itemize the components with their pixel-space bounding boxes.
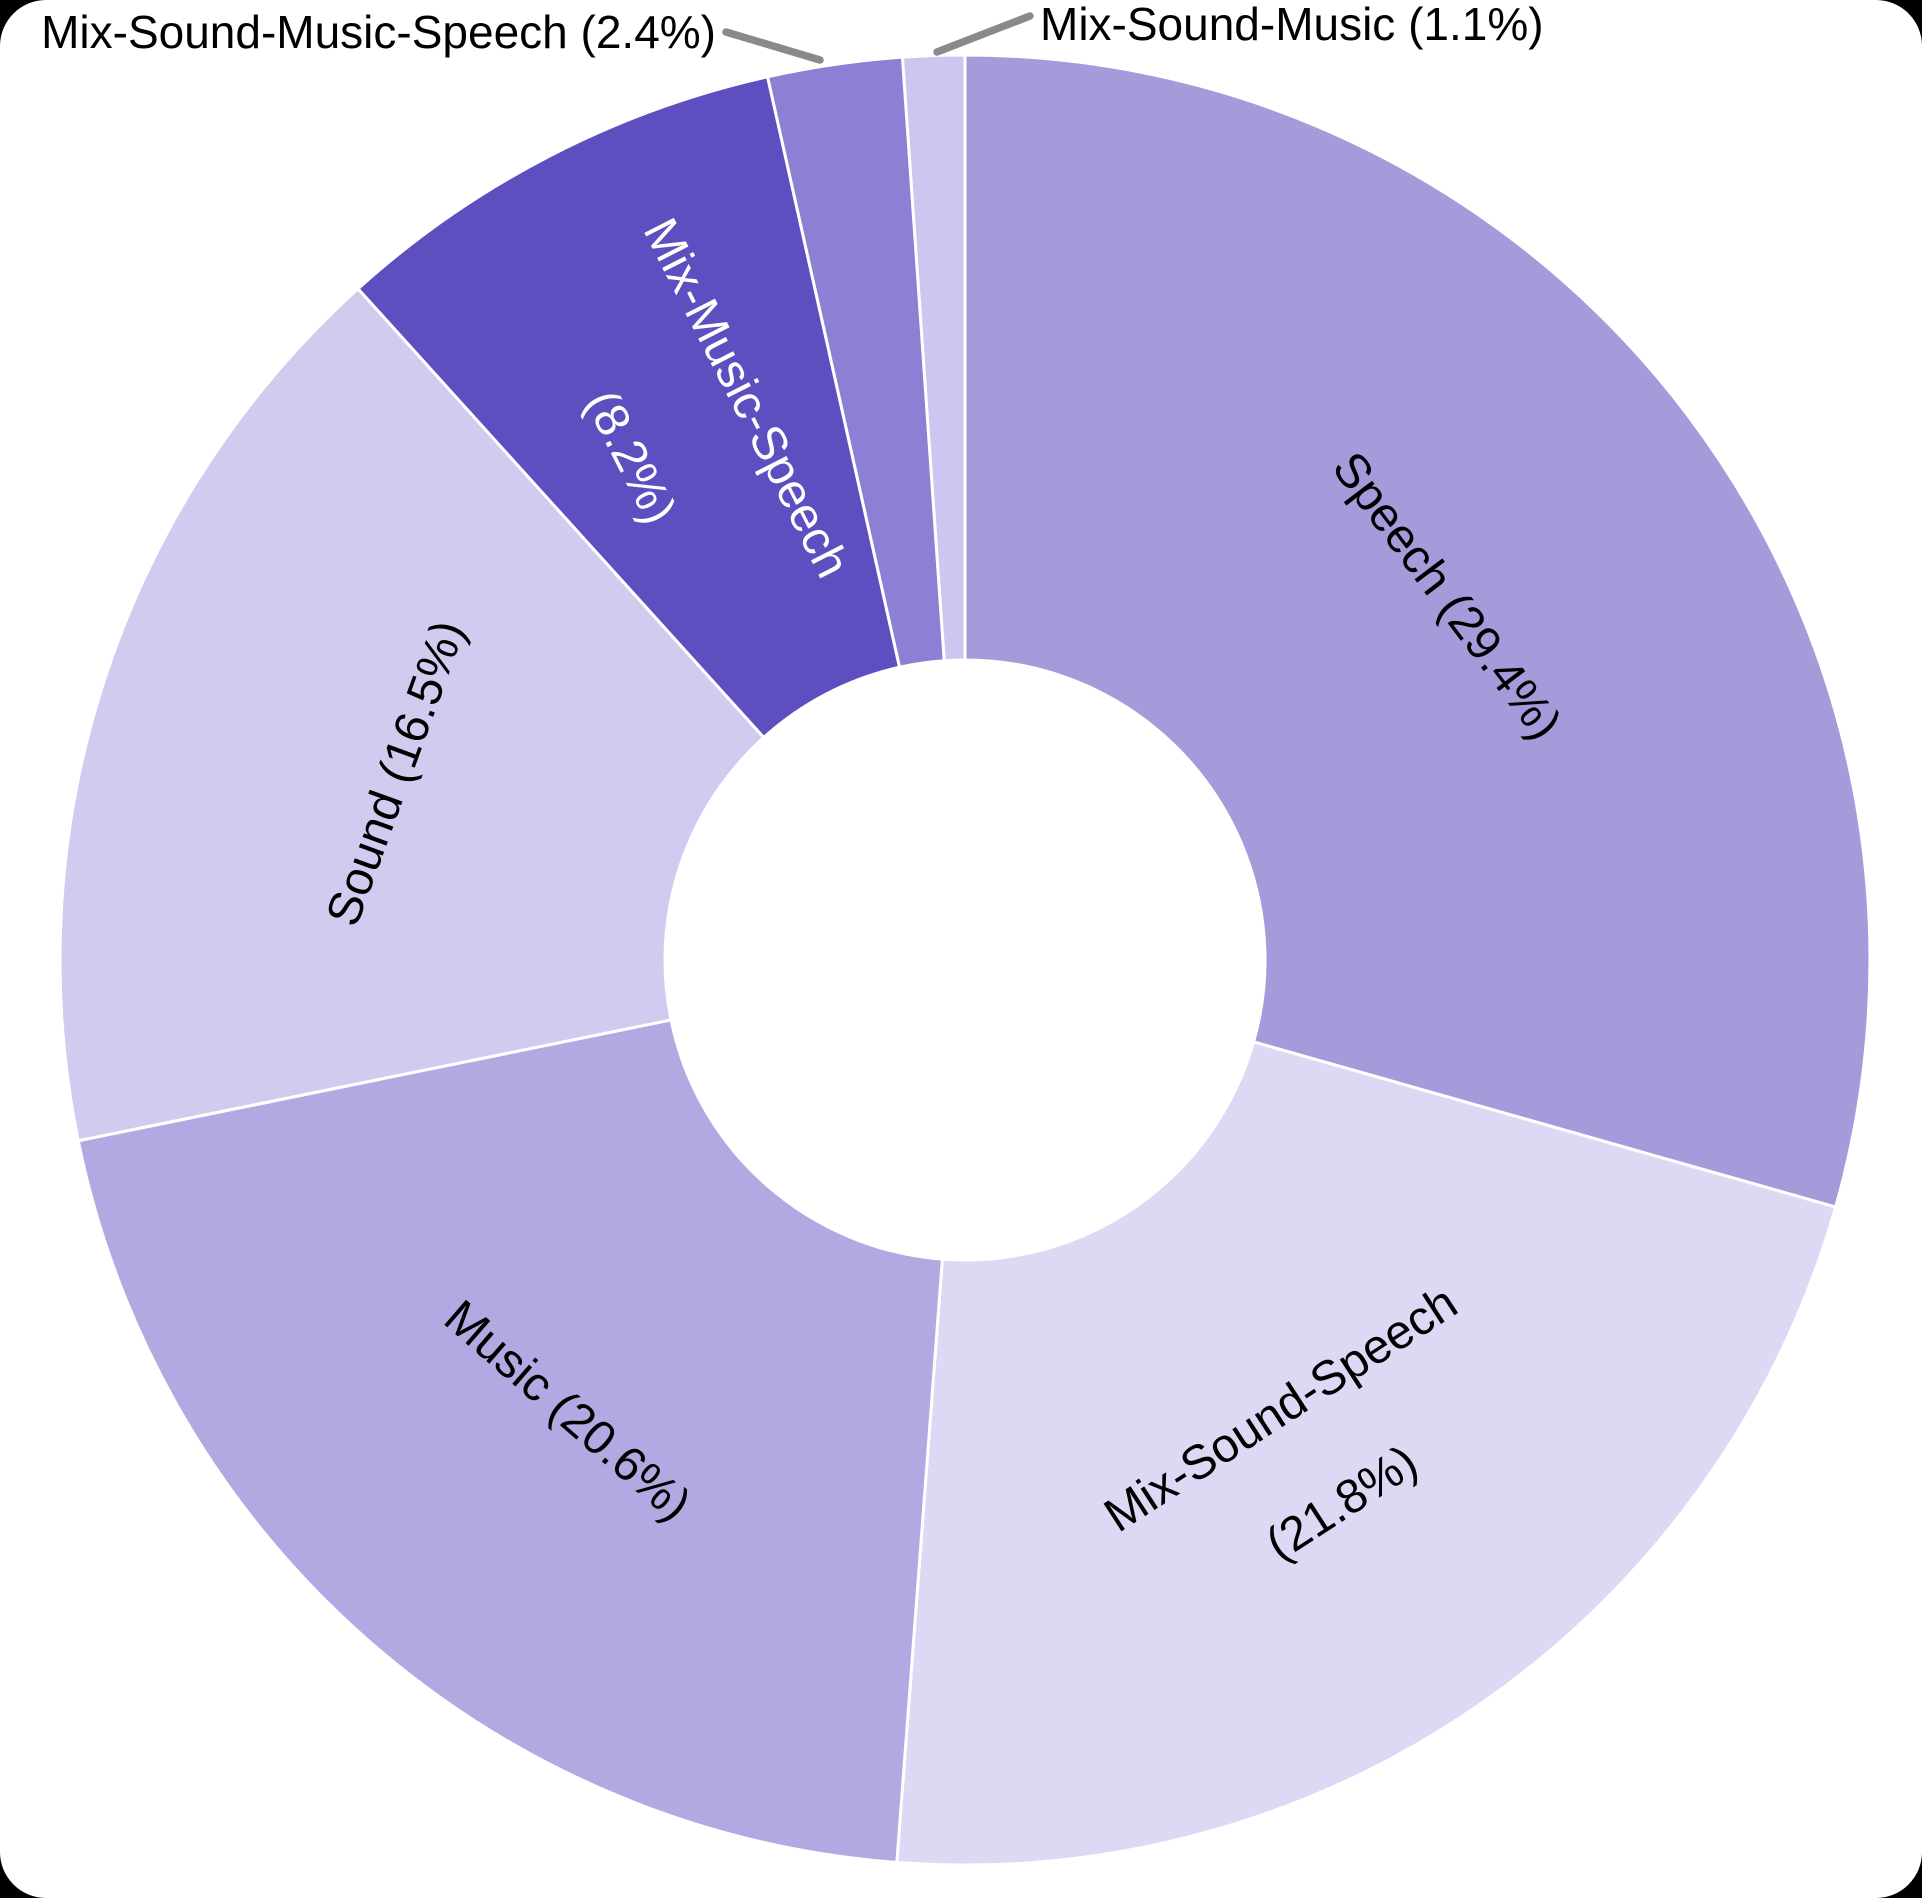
slice-mix-sound-music: [901, 53, 967, 663]
callout-line-mix-sound-music-speech: [722, 28, 824, 64]
slices-layer: [58, 53, 1872, 1867]
slice-mix-sound-speech: [895, 1040, 1838, 1867]
callout-label-mix-sound-music-speech: Mix-Sound-Music-Speech (2.4%): [41, 6, 716, 58]
slice-mix-music-speech: [356, 75, 902, 739]
slice-music: [76, 1018, 944, 1864]
callout-label-mix-sound-music: Mix-Sound-Music (1.1%): [1040, 0, 1544, 50]
slice-speech: [963, 53, 1872, 1209]
callout-line-mix-sound-music: [933, 12, 1034, 56]
callouts-layer: [722, 12, 1034, 64]
slice-sound: [58, 287, 766, 1143]
